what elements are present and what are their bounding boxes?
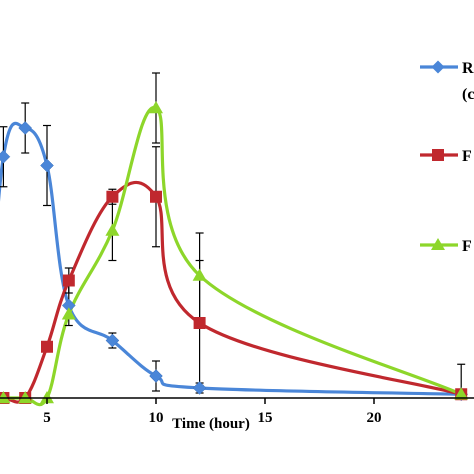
x-axis-title: Time (hour) bbox=[172, 416, 250, 432]
plot-lines-layer bbox=[0, 106, 462, 407]
x-ticks-layer: 5 10 15 20 bbox=[43, 398, 382, 426]
legend-label-0: R bbox=[462, 60, 474, 77]
data-point-s2-9 bbox=[192, 268, 207, 281]
x-tick-label: 10 bbox=[149, 410, 164, 426]
error-bars-layer bbox=[0, 72, 466, 399]
legend-label-2: F bbox=[462, 238, 472, 255]
data-point-s0-9 bbox=[192, 381, 207, 395]
data-point-s1-9 bbox=[193, 317, 206, 329]
data-point-s2-8 bbox=[149, 101, 163, 114]
x-tick-label: 5 bbox=[43, 410, 51, 426]
data-point-s1-7 bbox=[106, 190, 119, 203]
data-point-s0-7 bbox=[105, 333, 120, 348]
markers-layer bbox=[0, 101, 469, 404]
data-point-s1-6 bbox=[62, 274, 75, 287]
data-point-s2-6 bbox=[61, 307, 76, 320]
x-tick-label: 15 bbox=[258, 410, 273, 426]
data-point-s1-8 bbox=[150, 190, 162, 203]
data-point-s2-7 bbox=[105, 223, 120, 236]
legend-marker-2 bbox=[431, 238, 445, 250]
data-point-s1-5 bbox=[41, 340, 53, 353]
series-line-0 bbox=[0, 121, 462, 396]
data-point-s2-3 bbox=[0, 391, 11, 404]
data-point-s0-5 bbox=[40, 158, 54, 173]
legend: R (c F F bbox=[420, 60, 474, 255]
data-point-s2-10 bbox=[454, 387, 469, 400]
legend-label-1: F bbox=[462, 148, 472, 165]
data-point-s2-4 bbox=[18, 391, 33, 404]
data-point-s0-4 bbox=[18, 121, 33, 135]
series-line-2 bbox=[0, 106, 462, 407]
legend-label-0-line2: (c bbox=[462, 86, 474, 103]
data-point-s2-5 bbox=[40, 391, 54, 404]
data-point-s0-3 bbox=[0, 149, 11, 164]
legend-marker-1 bbox=[432, 149, 444, 161]
data-point-s0-8 bbox=[149, 369, 163, 383]
legend-marker-0 bbox=[431, 60, 445, 74]
x-tick-label: 20 bbox=[367, 410, 382, 426]
